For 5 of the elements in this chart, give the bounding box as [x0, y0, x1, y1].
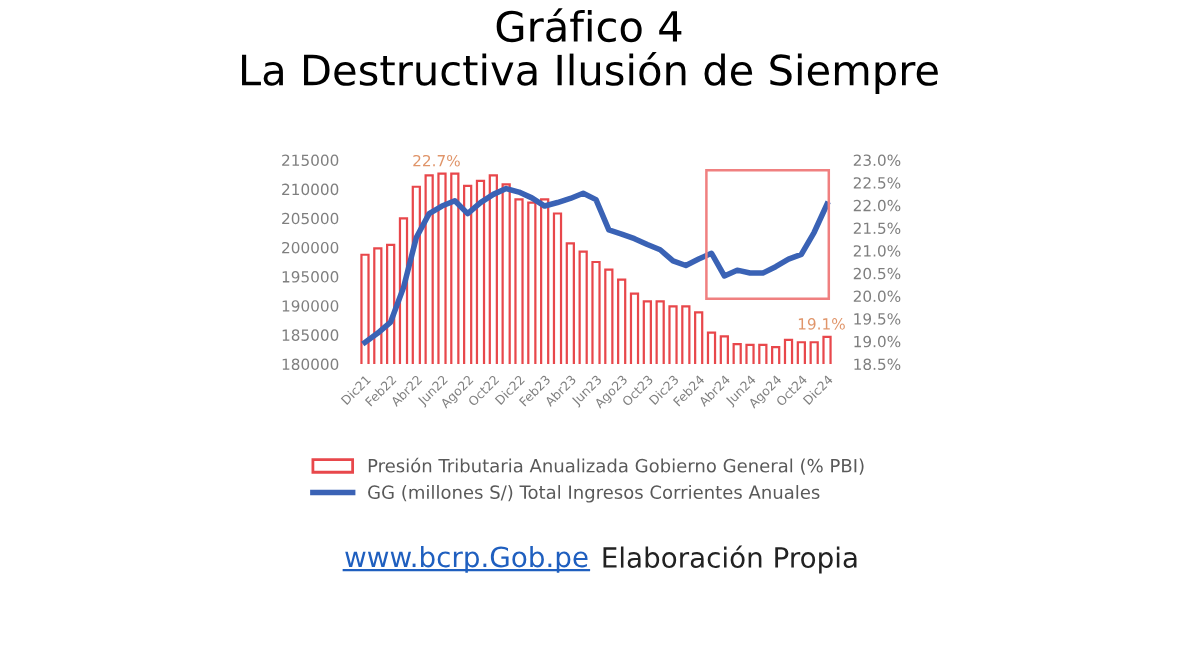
legend-label: GG (millones S/) Total Ingresos Corrientes Anuales: [368, 485, 820, 503]
chart-title: Gráfico 4 La Destructiva Ilusión de Siempre: [242, 8, 938, 94]
text: www.bcrp.Gob.pe: [345, 545, 588, 573]
legend-label: Presión Tributaria Anualizada Gobierno General (% PBI): [368, 457, 864, 475]
text: Elaboración Propia: [603, 545, 857, 574]
